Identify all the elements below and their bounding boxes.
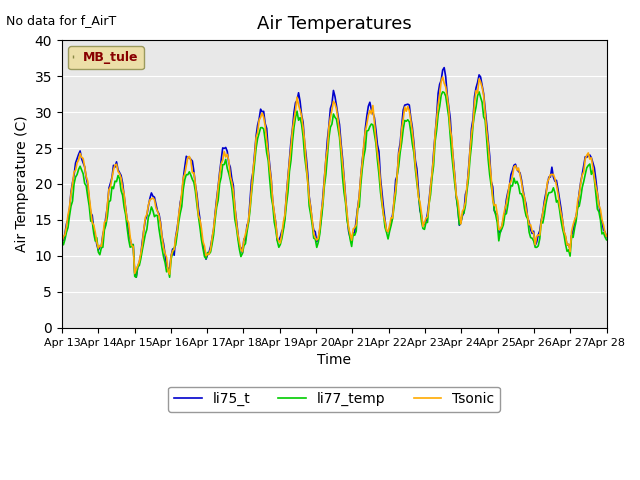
li77_temp (222, 156, 230, 162)
Tsonic (166, 271, 173, 277)
Tsonic (439, 74, 447, 80)
li75_t (132, 275, 140, 280)
li77_temp (166, 275, 173, 280)
Text: No data for f_AirT: No data for f_AirT (6, 14, 116, 27)
li77_temp (603, 237, 611, 243)
Tsonic (240, 237, 248, 243)
li75_t (125, 230, 132, 236)
Tsonic (603, 233, 611, 239)
Tsonic (298, 113, 305, 119)
li75_t (58, 237, 66, 243)
li75_t (240, 236, 248, 242)
Legend: li75_t, li77_temp, Tsonic: li75_t, li77_temp, Tsonic (168, 386, 500, 412)
li77_temp (439, 89, 447, 95)
Y-axis label: Air Temperature (C): Air Temperature (C) (15, 116, 29, 252)
li77_temp (249, 176, 257, 181)
Tsonic (58, 240, 66, 245)
Line: Tsonic: Tsonic (62, 77, 607, 274)
li75_t (298, 112, 305, 118)
li75_t (249, 169, 257, 175)
li77_temp (240, 243, 248, 249)
Tsonic (222, 154, 230, 160)
li77_temp (58, 237, 66, 243)
X-axis label: Time: Time (317, 353, 351, 367)
Line: li77_temp: li77_temp (62, 92, 607, 277)
Tsonic (575, 192, 583, 197)
li75_t (440, 65, 448, 71)
Tsonic (125, 220, 132, 226)
li75_t (575, 190, 583, 196)
li77_temp (125, 237, 132, 242)
Title: Air Temperatures: Air Temperatures (257, 15, 412, 33)
li77_temp (575, 204, 583, 209)
Tsonic (249, 167, 257, 173)
li77_temp (298, 121, 305, 127)
Line: li75_t: li75_t (62, 68, 607, 277)
li75_t (222, 144, 230, 150)
li75_t (603, 234, 611, 240)
